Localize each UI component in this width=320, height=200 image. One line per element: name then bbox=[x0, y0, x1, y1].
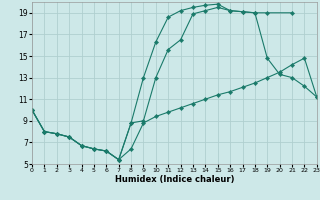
X-axis label: Humidex (Indice chaleur): Humidex (Indice chaleur) bbox=[115, 175, 234, 184]
